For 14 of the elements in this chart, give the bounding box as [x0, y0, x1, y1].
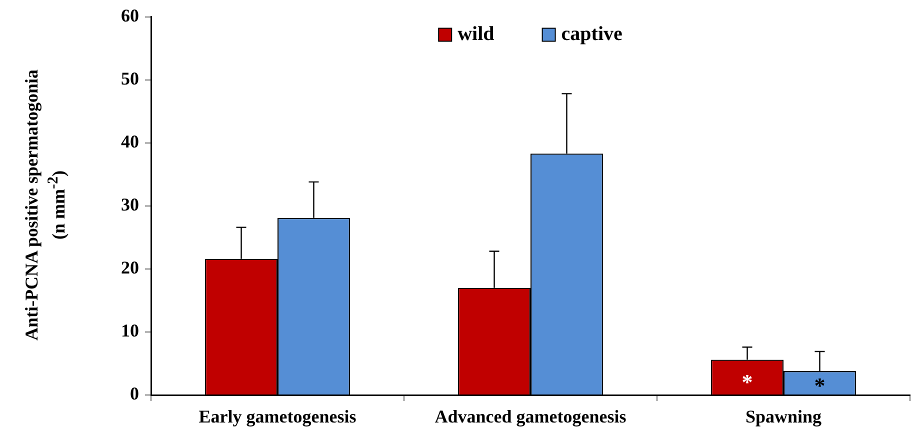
x-tick-label: Spawning	[745, 406, 822, 426]
y-tick-label: 10	[121, 320, 139, 341]
annotation: *	[742, 369, 753, 394]
x-tick-label: Early gametogenesis	[198, 406, 356, 426]
legend-label: captive	[561, 22, 623, 45]
legend-label: wild	[458, 22, 494, 45]
y-tick-label: 50	[121, 68, 139, 88]
y-tick-label: 20	[121, 258, 139, 278]
annotation: *	[814, 373, 826, 398]
y-tick-label: 30	[121, 194, 139, 215]
x-tick-label: Advanced gametogenesis	[434, 406, 626, 426]
y-tick-label: 60	[121, 5, 139, 26]
y-tick-label: 0	[130, 384, 139, 404]
y-tick-label: 40	[121, 132, 139, 152]
